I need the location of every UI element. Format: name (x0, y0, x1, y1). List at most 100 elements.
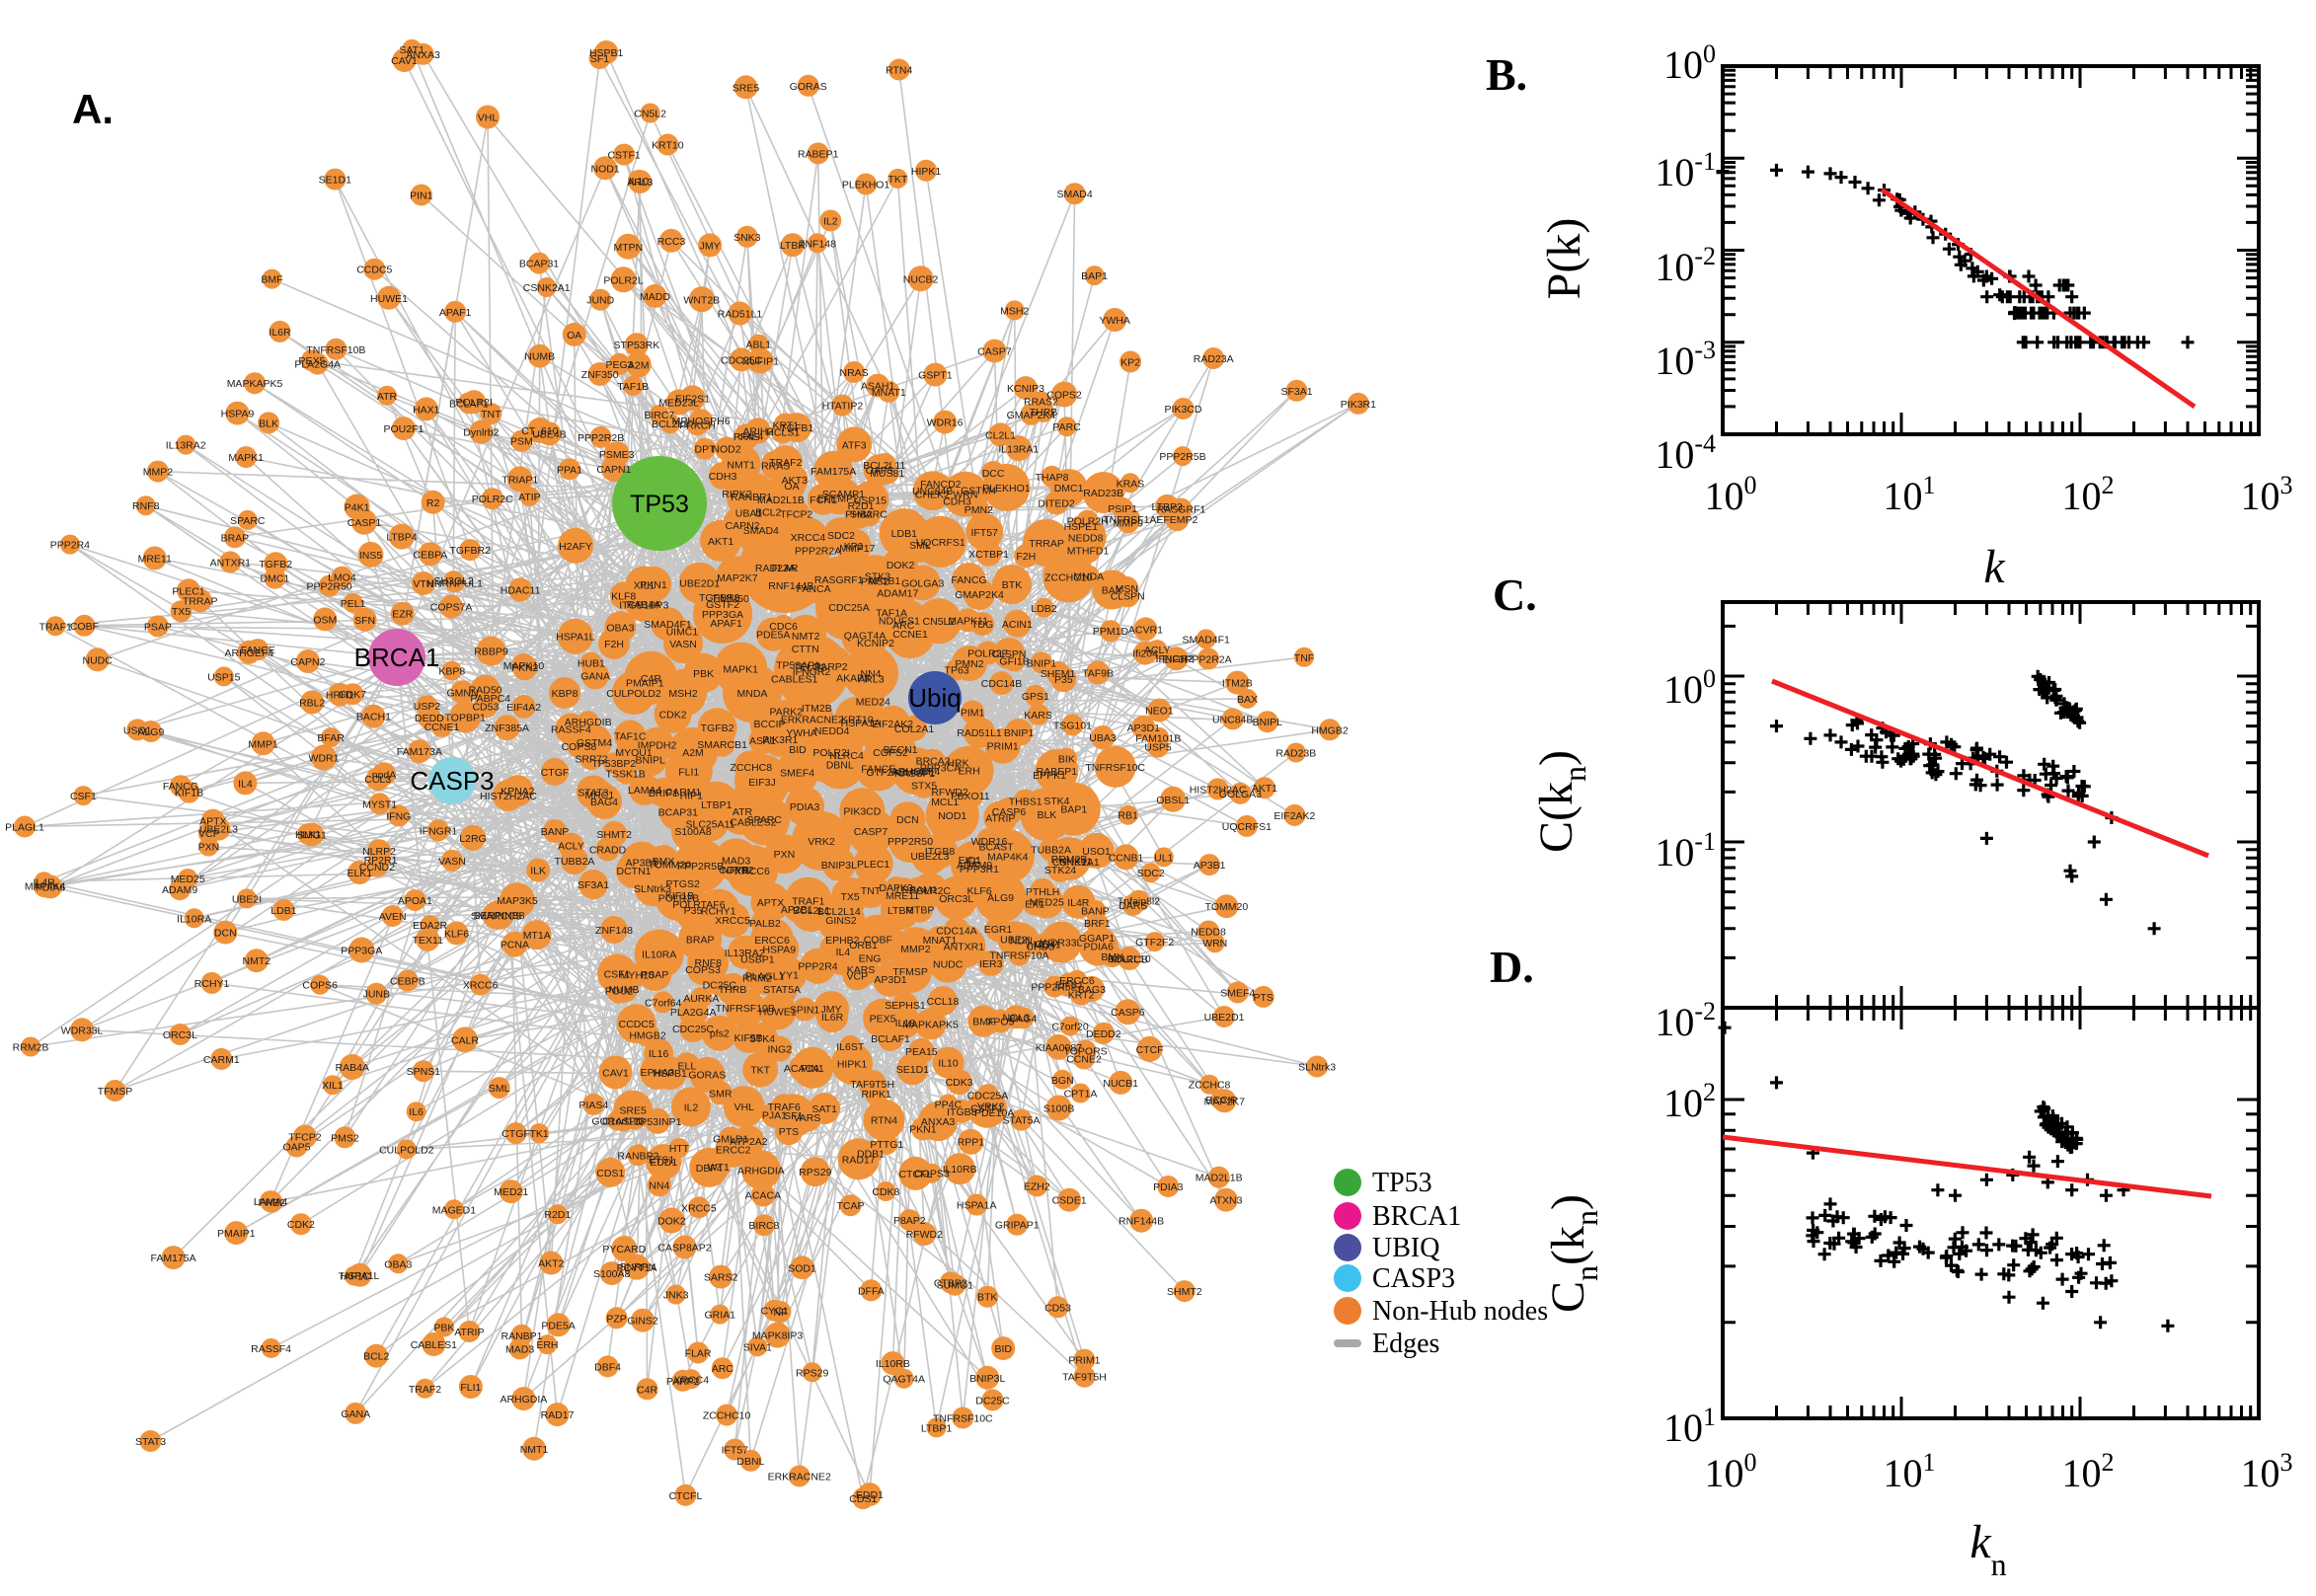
svg-text:MRE11: MRE11 (886, 890, 919, 902)
svg-text:STAT5A: STAT5A (763, 984, 801, 996)
svg-text:TFMSP: TFMSP (892, 966, 928, 978)
svg-text:PDIA6: PDIA6 (36, 881, 66, 893)
svg-text:PIM1: PIM1 (961, 708, 985, 720)
svg-text:CABLES1: CABLES1 (771, 674, 817, 686)
svg-text:GOLGA3: GOLGA3 (901, 578, 944, 590)
svg-text:BTK: BTK (1002, 579, 1022, 591)
svg-text:APAF1: APAF1 (710, 618, 742, 630)
svg-text:TGFB1: TGFB1 (780, 422, 813, 434)
svg-text:ABL1: ABL1 (745, 340, 771, 351)
svg-text:CSF1: CSF1 (70, 791, 97, 802)
svg-text:C7orf20: C7orf20 (1051, 1022, 1089, 1033)
svg-text:MNAT1: MNAT1 (923, 935, 958, 947)
svg-text:FANCG: FANCG (163, 781, 198, 793)
svg-text:CTBP2: CTBP2 (934, 1277, 967, 1289)
svg-text:IL10RB: IL10RB (876, 1358, 910, 1370)
svg-text:BANP: BANP (1081, 906, 1110, 918)
svg-text:ACLY: ACLY (1144, 645, 1171, 656)
svg-text:DARS: DARS (1119, 900, 1147, 912)
svg-text:IL2: IL2 (684, 1102, 699, 1114)
svg-text:IL13RA2: IL13RA2 (166, 440, 206, 452)
svg-text:TP53INP1: TP53INP1 (634, 1116, 682, 1128)
svg-text:TAF1C: TAF1C (339, 1271, 371, 1283)
svg-text:BACH1: BACH1 (356, 712, 391, 723)
svg-text:UL1: UL1 (1154, 852, 1173, 864)
svg-text:QAGT4A: QAGT4A (844, 631, 887, 643)
svg-text:ADAM9: ADAM9 (957, 860, 992, 872)
svg-text:SRP72: SRP72 (575, 753, 607, 765)
svg-text:RIPK2: RIPK2 (722, 489, 752, 500)
svg-text:ETS1: ETS1 (649, 1155, 674, 1167)
svg-text:MSH2: MSH2 (1000, 305, 1029, 317)
svg-text:ING2: ING2 (767, 1044, 792, 1056)
svg-text:HCLS1: HCLS1 (766, 426, 800, 438)
svg-text:RFWD2: RFWD2 (931, 787, 967, 798)
svg-text:UQCRFS1: UQCRFS1 (1222, 821, 1272, 833)
svg-text:YWHA: YWHA (786, 727, 817, 739)
svg-text:GTF2A2: GTF2A2 (866, 767, 905, 779)
svg-text:CCNB1: CCNB1 (1109, 852, 1144, 864)
svg-text:ATF3: ATF3 (842, 439, 867, 451)
svg-text:HMGB2: HMGB2 (1311, 724, 1349, 736)
svg-text:CARM1: CARM1 (203, 1054, 240, 1066)
svg-text:RABEP1: RABEP1 (798, 148, 839, 160)
svg-text:PDE10A: PDE10A (974, 1107, 1014, 1119)
svg-text:KP2: KP2 (844, 541, 864, 553)
svg-text:MAPK10: MAPK10 (503, 660, 545, 672)
svg-text:MAD3: MAD3 (505, 1343, 534, 1355)
svg-text:ENG: ENG (859, 953, 882, 965)
svg-text:RANBP2: RANBP2 (617, 1150, 658, 1162)
svg-text:PEL1: PEL1 (341, 598, 366, 610)
svg-text:PPP2R5B: PPP2R5B (1159, 451, 1205, 463)
svg-text:PFAS: PFAS (733, 431, 760, 443)
svg-text:RRM2B: RRM2B (1051, 854, 1088, 866)
svg-text:TGFBR3: TGFBR3 (699, 592, 740, 604)
svg-text:CDK3: CDK3 (946, 1077, 973, 1089)
svg-text:THAP8: THAP8 (1036, 472, 1069, 484)
svg-text:EPHA3: EPHA3 (641, 1067, 675, 1079)
svg-text:CASP6: CASP6 (1111, 1007, 1145, 1019)
svg-text:CT_610: CT_610 (521, 425, 559, 437)
svg-text:GRIPAP1: GRIPAP1 (995, 1220, 1040, 1232)
svg-text:DFFA: DFFA (858, 1285, 885, 1297)
svg-text:BCL2: BCL2 (755, 507, 781, 519)
svg-text:SHMT2: SHMT2 (1167, 1286, 1202, 1298)
svg-text:BCL2L10: BCL2L10 (1108, 953, 1151, 965)
svg-text:hMLH1: hMLH1 (1028, 939, 1061, 950)
svg-text:BNIP1: BNIP1 (1027, 657, 1057, 669)
svg-text:RASSF1: RASSF1 (894, 768, 935, 780)
svg-text:SMR: SMR (709, 1089, 733, 1101)
svg-text:TOPBP1: TOPBP1 (445, 712, 486, 723)
svg-text:PLEKHO1: PLEKHO1 (982, 483, 1031, 494)
svg-text:SE1D1: SE1D1 (896, 1064, 929, 1076)
svg-text:NOD1: NOD1 (591, 163, 620, 175)
svg-text:B.: B. (1486, 49, 1527, 100)
svg-text:CTTN: CTTN (792, 644, 819, 655)
svg-text:SHMT2: SHMT2 (596, 829, 632, 841)
svg-text:TNFRSF1A: TNFRSF1A (1103, 514, 1156, 526)
svg-text:CASP3: CASP3 (1372, 1263, 1455, 1294)
svg-text:MNDA: MNDA (1073, 571, 1104, 583)
svg-text:CD4: CD4 (1035, 939, 1055, 950)
svg-text:MAD2L1B: MAD2L1B (1196, 1173, 1243, 1184)
svg-text:NUFIP1: NUFIP1 (742, 355, 780, 367)
svg-text:GORASP1: GORASP1 (591, 1115, 642, 1127)
svg-text:TOMM20: TOMM20 (649, 859, 692, 871)
svg-text:TNFRSF10C: TNFRSF10C (933, 1413, 993, 1425)
svg-text:CDC14A: CDC14A (936, 926, 976, 938)
svg-text:STP53RK: STP53RK (614, 340, 660, 351)
svg-text:USP2: USP2 (414, 701, 441, 713)
svg-text:FANCD2: FANCD2 (920, 479, 962, 491)
svg-text:PARP2: PARP2 (666, 1376, 700, 1388)
svg-text:CLSPN: CLSPN (991, 648, 1026, 660)
svg-text:VASN: VASN (438, 856, 466, 868)
svg-text:TP53: TP53 (630, 491, 689, 518)
svg-text:PTS: PTS (1253, 992, 1273, 1004)
svg-text:SLNtrk3: SLNtrk3 (634, 883, 671, 895)
svg-text:VASN: VASN (669, 639, 697, 650)
svg-text:QAGT4A: QAGT4A (883, 1374, 925, 1386)
svg-text:TSG101: TSG101 (1053, 720, 1092, 731)
svg-text:S100A8: S100A8 (674, 826, 712, 838)
svg-text:OBA3: OBA3 (384, 1258, 412, 1270)
svg-text:HUB1: HUB1 (578, 658, 605, 670)
